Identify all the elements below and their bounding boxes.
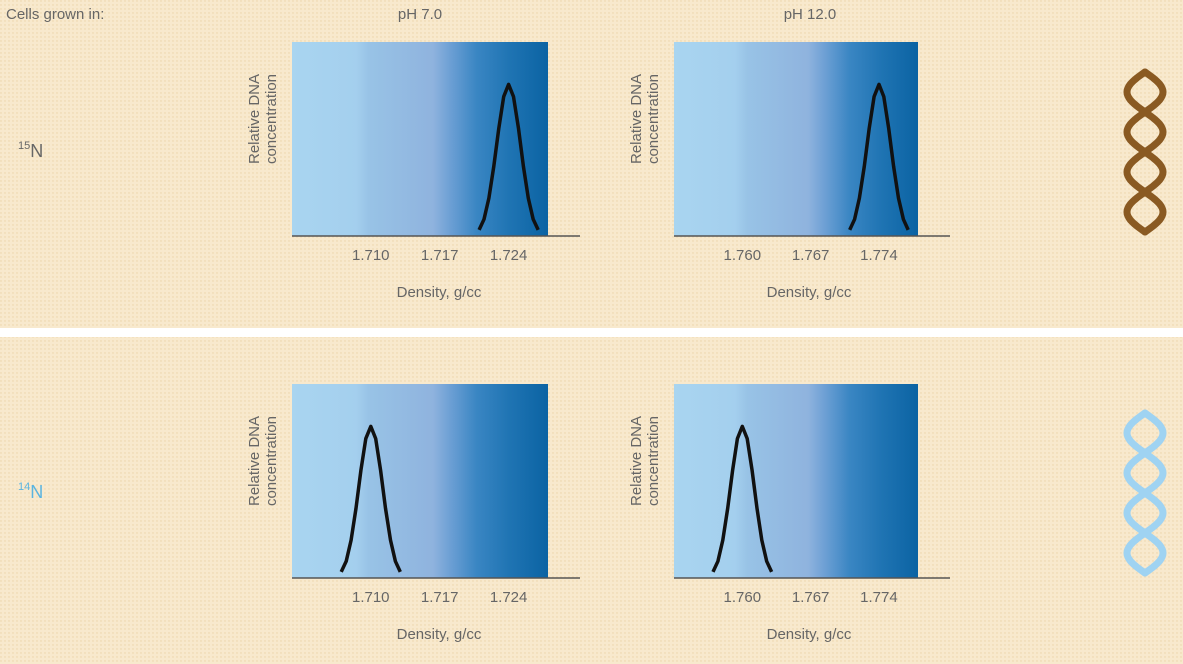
y-axis-label: concentration: [263, 416, 280, 506]
x-axis-label: Density, g/cc: [397, 626, 482, 643]
y-axis-label: Relative DNA: [246, 74, 263, 164]
element: N: [30, 141, 43, 161]
x-tick-label: 1.767: [792, 589, 830, 606]
density-curve: [848, 82, 910, 231]
density-curve: [339, 424, 402, 573]
density-curve: [711, 424, 774, 573]
column-header: pH 12.0: [784, 6, 837, 23]
x-tick-label: 1.724: [490, 247, 528, 264]
y-axis-label: concentration: [645, 74, 662, 164]
x-axis-label: Density, g/cc: [767, 284, 852, 301]
isotope: 15: [18, 140, 30, 152]
header-label: Cells grown in:: [6, 6, 104, 23]
y-axis-label: concentration: [263, 74, 280, 164]
row-label: 15N: [18, 140, 43, 161]
x-tick-label: 1.760: [724, 589, 762, 606]
row-label: 14N: [18, 481, 43, 502]
y-axis-label: Relative DNA: [246, 416, 263, 506]
density-gradient: [292, 384, 548, 578]
x-tick-label: 1.717: [421, 247, 459, 264]
density-gradient: [674, 42, 918, 236]
density-gradient: [292, 42, 548, 236]
panel: [0, 0, 1183, 328]
x-tick-label: 1.724: [490, 589, 528, 606]
dna-helix: [1123, 409, 1167, 577]
isotope: 14: [18, 481, 30, 493]
column-header: pH 7.0: [398, 6, 442, 23]
dna-helix: [1123, 68, 1167, 236]
x-tick-label: 1.710: [352, 247, 390, 264]
y-axis-label: concentration: [645, 416, 662, 506]
density-gradient: [674, 384, 918, 578]
x-tick-label: 1.774: [860, 589, 898, 606]
x-tick-label: 1.774: [860, 247, 898, 264]
x-tick-label: 1.710: [352, 589, 390, 606]
element: N: [30, 482, 43, 502]
x-tick-label: 1.760: [724, 247, 762, 264]
x-tick-label: 1.767: [792, 247, 830, 264]
panel: [0, 337, 1183, 664]
y-axis-label: Relative DNA: [628, 74, 645, 164]
x-axis-label: Density, g/cc: [767, 626, 852, 643]
x-axis-label: Density, g/cc: [397, 284, 482, 301]
y-axis-label: Relative DNA: [628, 416, 645, 506]
density-curve: [477, 82, 540, 231]
x-tick-label: 1.717: [421, 589, 459, 606]
